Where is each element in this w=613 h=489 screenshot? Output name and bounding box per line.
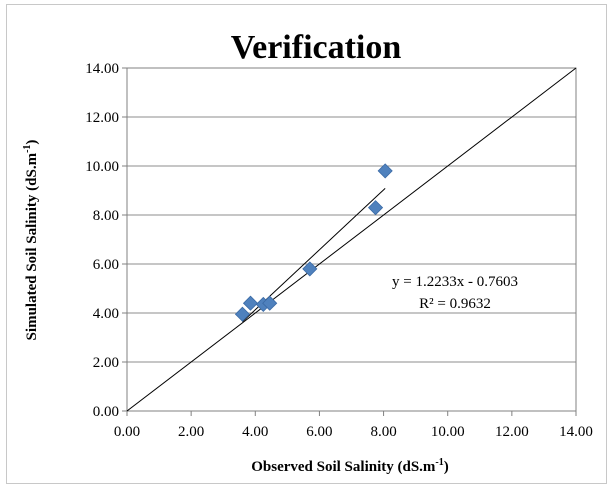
x-tick-label: 14.00 (559, 424, 593, 440)
data-point (302, 261, 318, 277)
y-axis-ticks: 0.00 2.00 4.00 6.00 8.00 10.00 12.00 14.00 (85, 61, 127, 420)
x-tick-label: 6.00 (306, 424, 332, 440)
y-tick-label: 8.00 (93, 208, 119, 224)
y-tick-label: 0.00 (93, 404, 119, 420)
y-axis-label: Simulated Soil Salinity (dS.m-1) (22, 140, 40, 341)
chart-frame (6, 4, 607, 484)
data-points (234, 163, 393, 322)
data-point (242, 295, 259, 311)
y-tick-label: 10.00 (85, 159, 119, 175)
x-tick-label: 4.00 (242, 424, 268, 440)
x-tick-label: 8.00 (370, 424, 396, 440)
x-axis-label: Observed Soil Salinity (dS.m-1) (251, 457, 449, 475)
trendline-equation: y = 1.2233x - 0.7603 (392, 274, 518, 290)
reference-line-1to1 (126, 67, 577, 412)
x-tick-label: 12.00 (495, 424, 529, 440)
x-axis-ticks: 0.00 2.00 4.00 6.00 8.00 10.00 12.00 14.00 (114, 411, 593, 440)
y-tick-label: 6.00 (93, 257, 119, 273)
r-squared-label: R² = 0.9632 (419, 296, 491, 312)
data-point (262, 295, 278, 311)
y-tick-label: 2.00 (93, 355, 119, 371)
data-point (367, 200, 384, 216)
data-point (377, 163, 393, 179)
y-tick-label: 14.00 (85, 61, 119, 77)
y-tick-label: 4.00 (93, 306, 119, 322)
chart-title: Verification (231, 29, 402, 66)
x-tick-label: 10.00 (431, 424, 465, 440)
y-tick-label: 12.00 (85, 110, 119, 126)
plot-area-border (126, 67, 577, 412)
x-tick-label: 2.00 (178, 424, 204, 440)
data-point (234, 306, 251, 322)
x-tick-label: 0.00 (114, 424, 140, 440)
